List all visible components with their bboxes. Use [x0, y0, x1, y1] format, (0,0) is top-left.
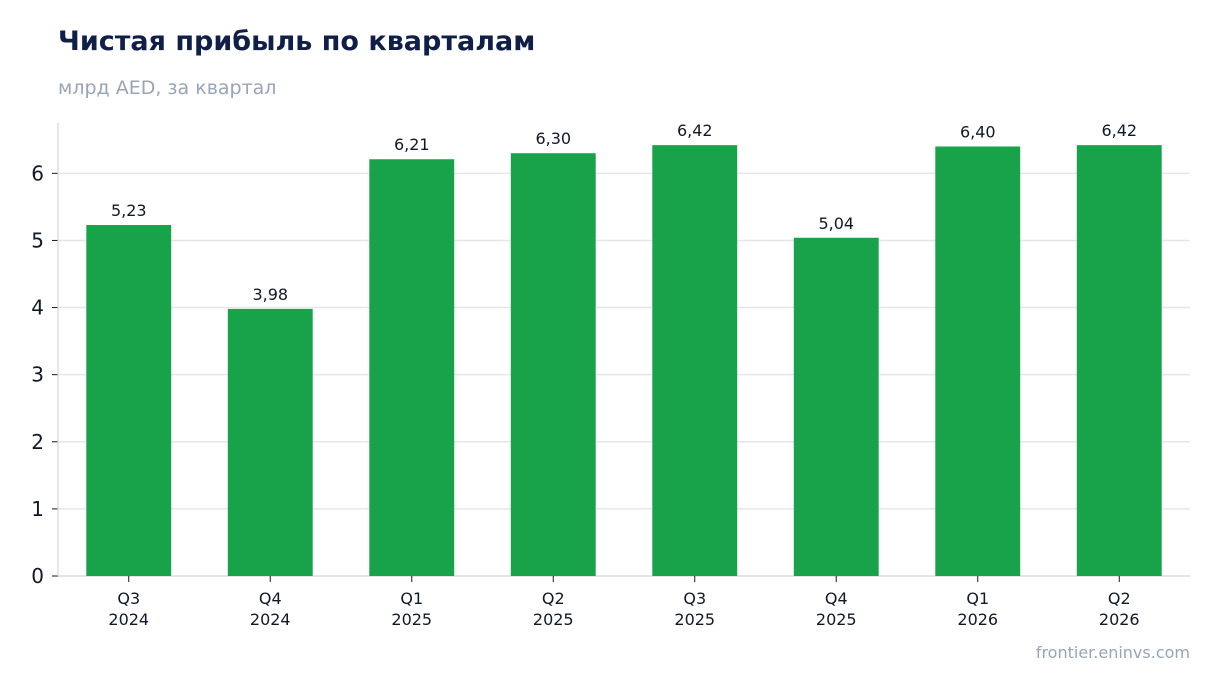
bar: [369, 159, 455, 577]
x-tick-label: 2025: [533, 610, 574, 629]
y-tick-label: 5: [31, 228, 44, 252]
chart-subtitle: млрд AED, за квартал: [58, 77, 277, 99]
x-tick-label: Q3: [117, 589, 140, 608]
y-tick-label: 0: [31, 564, 44, 588]
y-tick-label: 4: [31, 296, 44, 320]
bar: [652, 145, 738, 576]
bar-value-label: 6,21: [394, 135, 430, 154]
bar-value-label: 6,30: [535, 129, 571, 148]
bar: [227, 308, 313, 576]
bar: [86, 225, 172, 576]
x-tick-label: 2024: [108, 610, 149, 629]
x-tick-label: Q1: [400, 589, 423, 608]
bar-value-label: 5,04: [818, 214, 854, 233]
x-tick-label: 2025: [816, 610, 857, 629]
bar: [793, 237, 879, 576]
bar: [935, 146, 1021, 576]
y-tick-label: 1: [31, 497, 44, 521]
x-tick-label: Q1: [966, 589, 989, 608]
x-tick-label: Q3: [683, 589, 706, 608]
x-tick-label: Q2: [542, 589, 565, 608]
bar-value-label: 3,98: [252, 285, 288, 304]
x-tick-label: 2025: [391, 610, 432, 629]
bar-value-label: 6,40: [960, 122, 996, 141]
x-tick-label: 2024: [250, 610, 291, 629]
y-tick-label: 3: [31, 363, 44, 387]
y-tick-label: 2: [31, 430, 44, 454]
labels: 5,23 Q3 2024 3,98 Q4 2024 6,21 Q1 2025 6,30 Q2 2025…: [108, 121, 1139, 629]
x-tick-label: 2025: [674, 610, 715, 629]
bar: [1076, 145, 1162, 576]
x-tick-label: Q4: [825, 589, 848, 608]
x-tick-label: Q2: [1108, 589, 1131, 608]
chart-title: Чистая прибыль по кварталам: [58, 26, 536, 57]
bar: [510, 153, 596, 576]
bar-value-label: 5,23: [111, 201, 147, 220]
bar-value-label: 6,42: [1101, 121, 1137, 140]
y-tick-label: 6: [31, 161, 44, 185]
bars: [86, 145, 1162, 577]
source-credit: frontier.eninvs.com: [1035, 643, 1190, 662]
x-tick-label: 2026: [957, 610, 998, 629]
x-tick-label: Q4: [259, 589, 282, 608]
bar-value-label: 6,42: [677, 121, 713, 140]
x-tick-label: 2026: [1099, 610, 1140, 629]
